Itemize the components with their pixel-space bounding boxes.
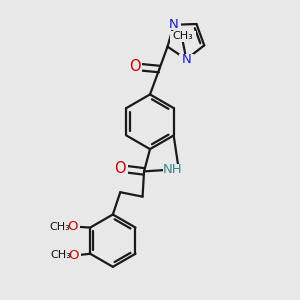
Text: O: O <box>69 249 79 262</box>
Bar <box>66 250 81 261</box>
Text: N: N <box>182 53 191 66</box>
Bar <box>163 164 182 175</box>
Text: CH₃: CH₃ <box>49 222 70 232</box>
Bar <box>113 163 128 174</box>
Text: O: O <box>115 161 126 176</box>
Bar <box>46 221 72 232</box>
Bar <box>179 54 194 65</box>
Bar <box>65 221 80 232</box>
Text: O: O <box>129 59 141 74</box>
Bar <box>170 31 196 42</box>
Bar <box>166 19 181 31</box>
Text: N: N <box>169 18 178 31</box>
Bar <box>128 61 142 72</box>
Bar <box>48 250 74 261</box>
Text: CH₃: CH₃ <box>50 250 71 260</box>
Text: CH₃: CH₃ <box>172 31 193 41</box>
Text: NH: NH <box>163 164 182 176</box>
Text: O: O <box>67 220 78 233</box>
